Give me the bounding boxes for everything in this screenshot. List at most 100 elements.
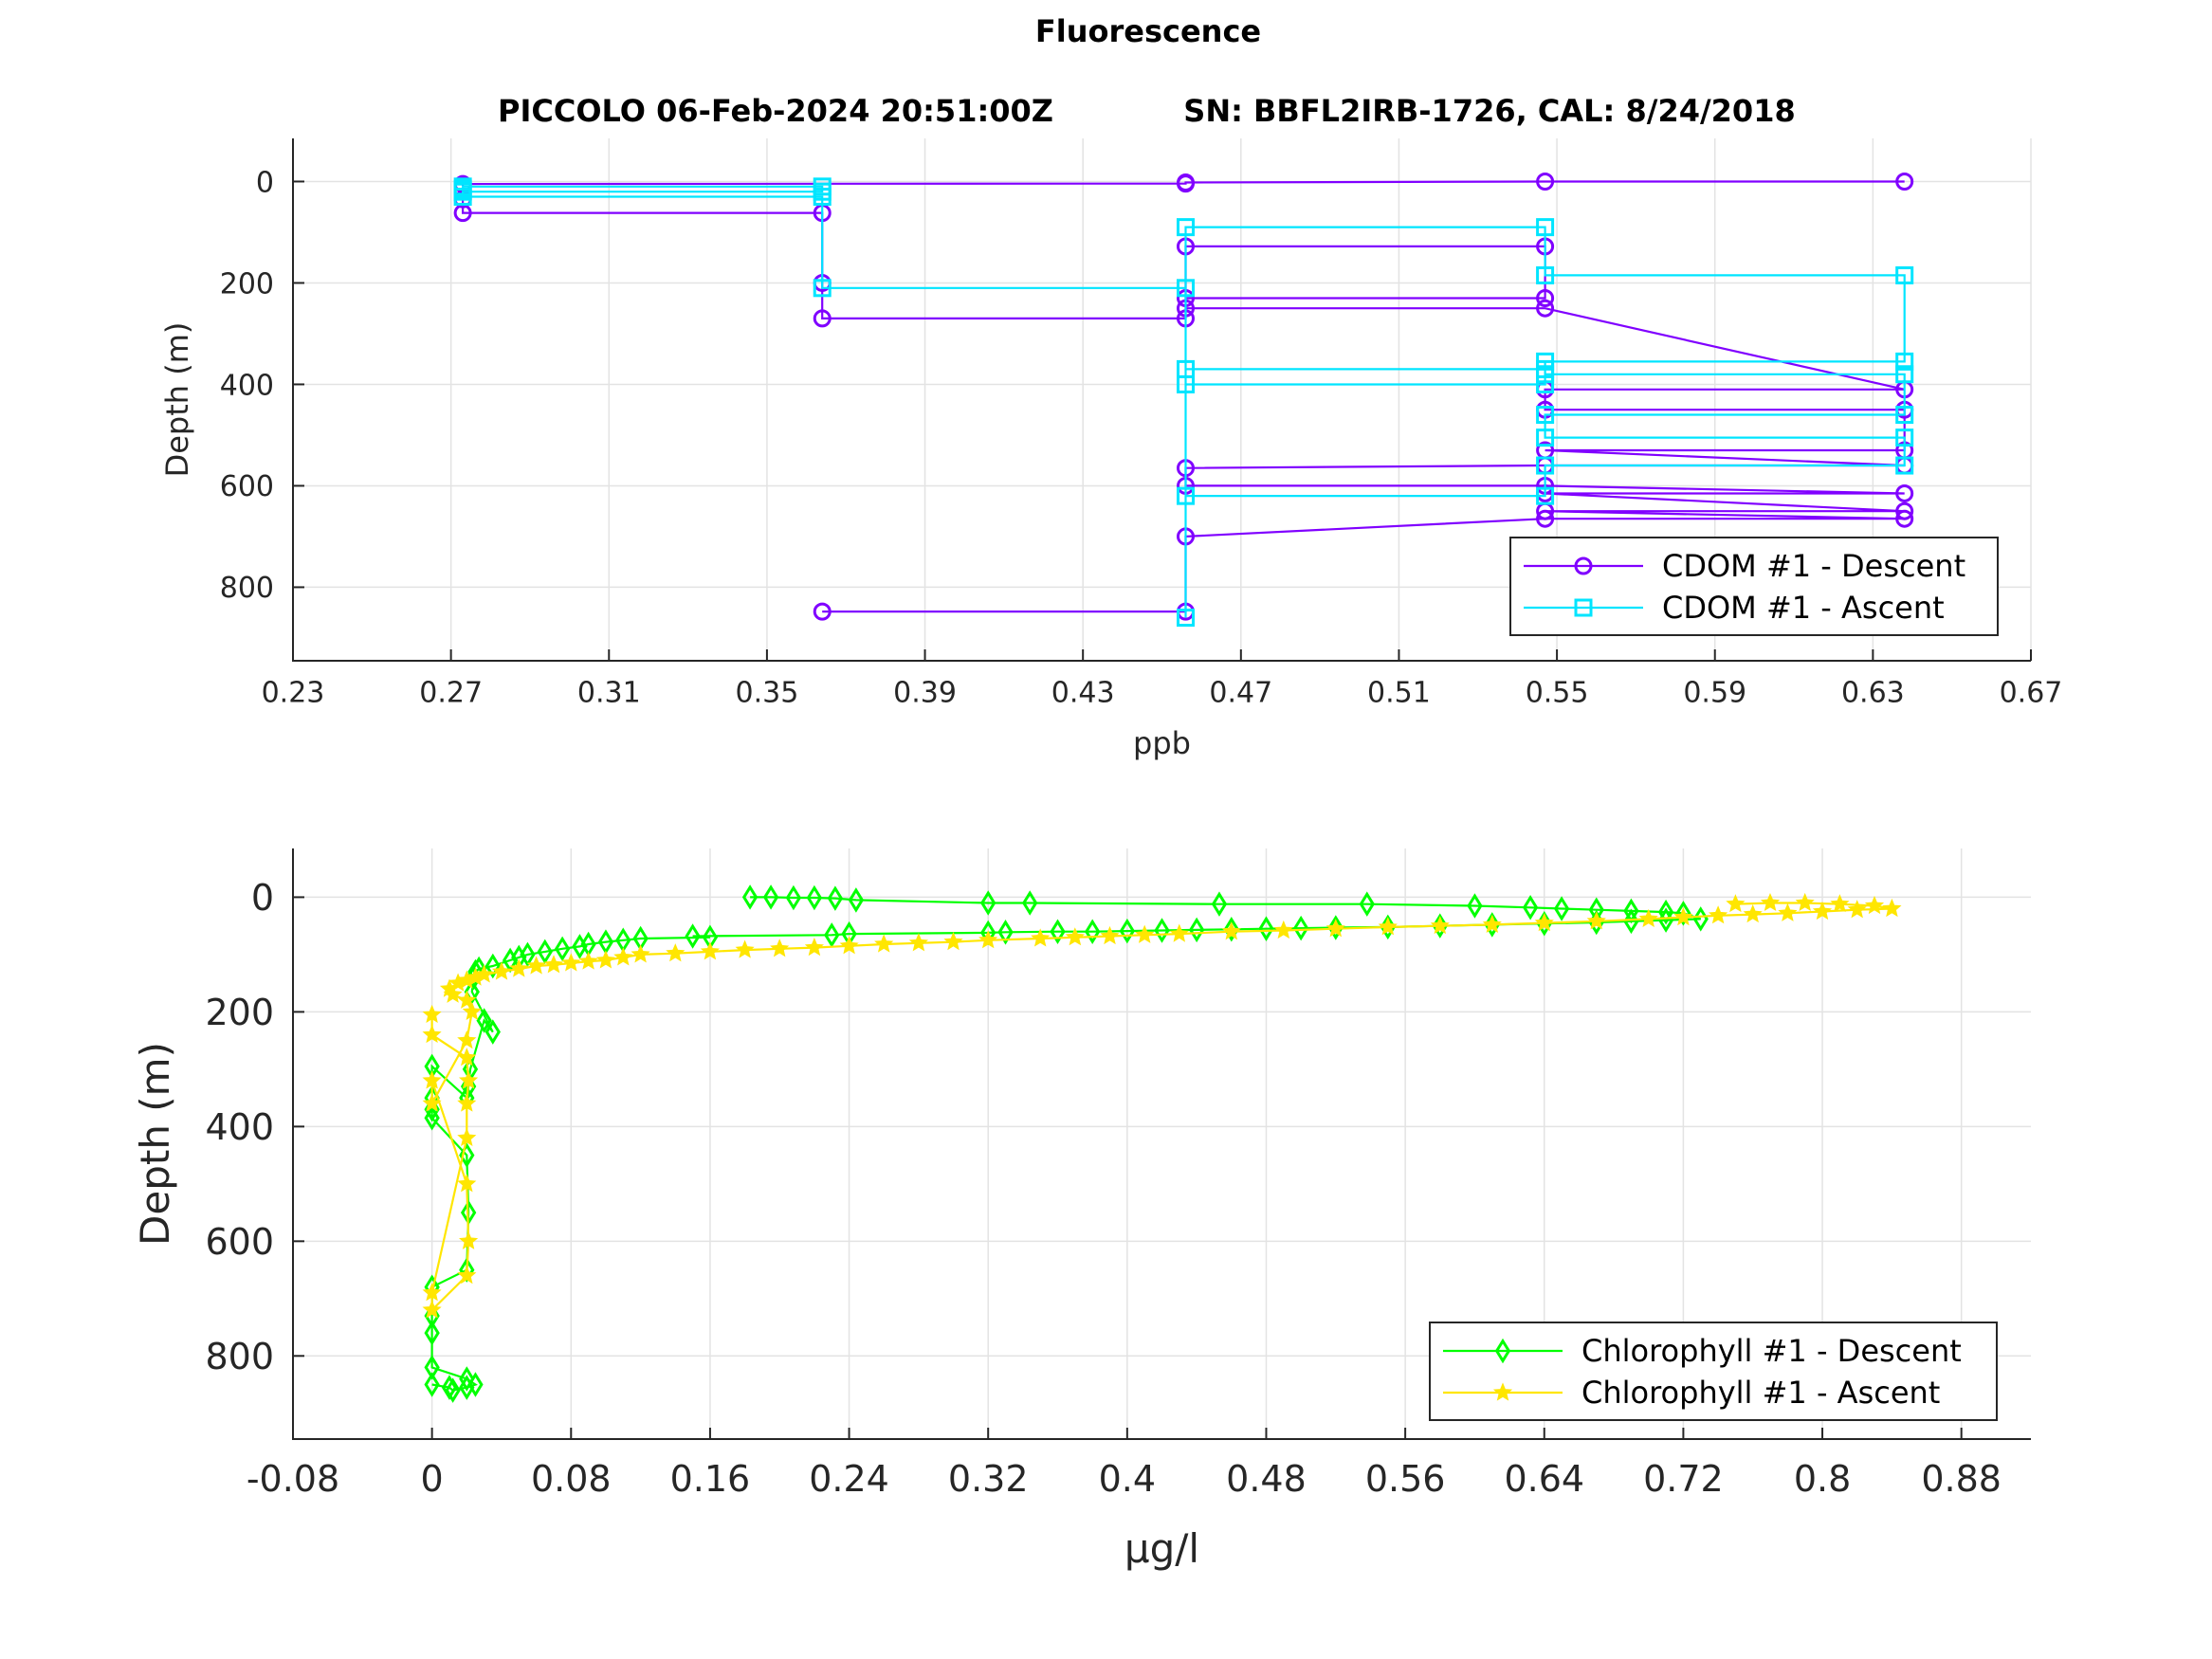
- legend-marker: [1492, 1382, 1513, 1401]
- data-point: [422, 1070, 442, 1089]
- series-star: [422, 892, 1902, 1319]
- data-point: [1378, 917, 1398, 936]
- data-point: [1895, 406, 1914, 425]
- data-point: [1760, 892, 1781, 911]
- data-point: [1586, 911, 1606, 930]
- data-point: [441, 1375, 458, 1400]
- data-point: [424, 1320, 440, 1346]
- data-point: [1895, 365, 1914, 384]
- data-point: [484, 953, 501, 979]
- data-point: [1536, 486, 1555, 505]
- data-point: [459, 1375, 475, 1400]
- data-point: [1100, 925, 1120, 945]
- data-point: [685, 923, 701, 949]
- x-tick-label: 0.23: [262, 677, 325, 710]
- data-point: [1359, 891, 1375, 917]
- data-point: [700, 941, 720, 960]
- legend-entry-label: CDOM #1 - Ascent: [1662, 590, 1945, 626]
- data-point: [1895, 501, 1914, 520]
- data-point: [1864, 895, 1885, 915]
- data-point: [1536, 289, 1555, 308]
- data-point: [1673, 906, 1693, 926]
- data-point: [943, 932, 963, 951]
- data-point: [459, 1070, 479, 1089]
- data-point: [554, 936, 571, 962]
- data-point: [813, 177, 832, 196]
- x-tick-label: 0.35: [736, 677, 799, 710]
- x-tick-label: 0.27: [419, 677, 483, 710]
- data-point: [1895, 456, 1914, 475]
- data-point: [1325, 919, 1345, 938]
- legend-entry-label: Chlorophyll #1 - Descent: [1581, 1333, 1962, 1369]
- data-point: [827, 885, 844, 911]
- data-point: [1430, 916, 1450, 935]
- data-point: [1895, 428, 1914, 447]
- y-tick-label: 0: [251, 877, 274, 919]
- legend-box: [1429, 1322, 1998, 1421]
- legend-marker: [1494, 1338, 1511, 1364]
- data-point: [1847, 900, 1867, 919]
- x-tick-label: 0.72: [1643, 1458, 1724, 1500]
- data-point: [459, 1366, 475, 1392]
- data-point: [631, 944, 650, 963]
- data-point: [741, 884, 759, 910]
- data-point: [770, 939, 790, 957]
- y-tick-label: 200: [205, 992, 274, 1033]
- figure-subtitle-left: PICCOLO 06-Feb-2024 20:51:00Z: [498, 93, 1053, 129]
- x-tick-label: 0.59: [1683, 677, 1746, 710]
- data-point: [806, 884, 823, 911]
- x-tick-label: 0.88: [1921, 1458, 2002, 1500]
- x-tick-label: 0.51: [1367, 677, 1431, 710]
- data-point: [1176, 609, 1195, 628]
- data-point: [997, 920, 1014, 945]
- data-point: [509, 958, 529, 977]
- data-point: [1022, 890, 1038, 916]
- data-point: [424, 1105, 440, 1131]
- data-point: [1536, 428, 1555, 447]
- data-point: [735, 939, 755, 958]
- legend-marker: [1574, 598, 1593, 617]
- legend: Chlorophyll #1 - Descent Chlorophyll #1 -…: [1429, 1322, 1998, 1421]
- data-point: [1223, 917, 1239, 942]
- y-tick-label: 600: [220, 470, 274, 503]
- data-point: [1536, 299, 1555, 318]
- data-point: [453, 179, 472, 198]
- x-tick-label: 0.63: [1841, 677, 1905, 710]
- data-point: [561, 953, 581, 972]
- data-point: [1895, 352, 1914, 371]
- x-tick-label: -0.08: [247, 1458, 339, 1500]
- data-point: [1119, 918, 1136, 944]
- data-point: [457, 1048, 477, 1066]
- data-point: [445, 1377, 461, 1403]
- data-point: [1258, 916, 1274, 941]
- x-tick-label: 0.43: [1051, 677, 1115, 710]
- data-point: [1522, 895, 1539, 921]
- data-point: [1176, 279, 1195, 298]
- data-point: [1638, 908, 1658, 928]
- data-point: [537, 939, 553, 965]
- data-point: [874, 934, 894, 953]
- data-point: [1482, 914, 1502, 934]
- data-point: [1211, 891, 1228, 917]
- data-point: [1176, 359, 1195, 378]
- data-point: [520, 941, 536, 968]
- data-point: [1467, 893, 1483, 919]
- figure-title: Fluorescence: [1035, 13, 1261, 49]
- series-line: [430, 896, 1702, 1392]
- data-point: [457, 990, 477, 1009]
- x-tick-label: 0.08: [531, 1458, 612, 1500]
- data-point: [467, 1372, 484, 1397]
- data-point: [1154, 918, 1170, 943]
- x-tick-label: 0.64: [1504, 1458, 1584, 1500]
- data-point: [422, 1093, 442, 1112]
- series-diamond: [424, 884, 1709, 1403]
- data-point: [457, 1030, 477, 1049]
- data-point: [813, 279, 832, 298]
- data-point: [464, 978, 480, 1005]
- data-point: [459, 1231, 479, 1249]
- data-point: [1221, 921, 1241, 940]
- data-point: [422, 1300, 442, 1319]
- data-point: [526, 956, 546, 975]
- data-point: [1657, 899, 1674, 925]
- data-point: [457, 1174, 477, 1193]
